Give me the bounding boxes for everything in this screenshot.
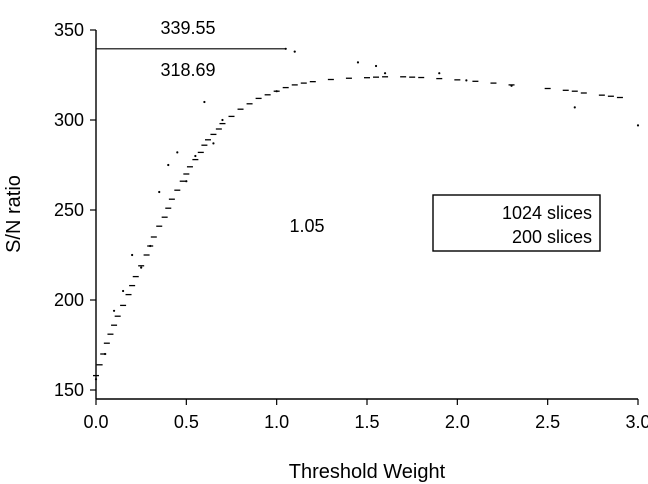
x-tick-label: 2.5 xyxy=(535,412,560,432)
data-point-dot xyxy=(113,310,115,312)
data-point-dot xyxy=(221,119,223,121)
x-axis-label: Threshold Weight xyxy=(289,461,446,483)
y-tick-label: 300 xyxy=(54,110,84,130)
data-point-dot xyxy=(212,142,214,144)
x-tick-label: 0.5 xyxy=(174,412,199,432)
x-tick-label: 1.5 xyxy=(354,412,379,432)
data-point-dot xyxy=(285,48,287,50)
data-point-dot xyxy=(104,353,106,355)
annotation-max-value: 318.69 xyxy=(160,60,215,80)
data-point-dot xyxy=(510,85,512,87)
data-point-dot xyxy=(465,79,467,81)
data-point-dot xyxy=(167,164,169,166)
y-tick-label: 200 xyxy=(54,290,84,310)
data-point-dot xyxy=(375,65,377,67)
y-axis-label: S/N ratio xyxy=(3,175,25,253)
data-point-dot xyxy=(357,61,359,63)
data-point-dot xyxy=(276,90,278,92)
data-point-dot xyxy=(131,254,133,256)
data-point-dot xyxy=(637,124,639,126)
legend: 1024 slices 200 slices xyxy=(433,195,600,251)
legend-label-200-slices: 200 slices xyxy=(512,227,592,247)
data-point-dot xyxy=(140,267,142,269)
data-point-dot xyxy=(158,191,160,193)
legend-label-1024-slices: 1024 slices xyxy=(502,203,592,223)
x-tick-label: 1.0 xyxy=(264,412,289,432)
data-point-dot xyxy=(574,106,576,108)
data-point-dot xyxy=(185,180,187,182)
x-tick-label: 0.0 xyxy=(83,412,108,432)
data-point-dot xyxy=(194,155,196,157)
data-point-dot xyxy=(294,51,296,53)
data-point-dot xyxy=(203,101,205,103)
data-point-dot xyxy=(176,151,178,153)
x-tick-label: 2.0 xyxy=(445,412,470,432)
x-tick-label: 3.0 xyxy=(625,412,648,432)
annotation-peak-value: 339.55 xyxy=(160,18,215,38)
y-tick-label: 150 xyxy=(54,380,84,400)
data-point-dot xyxy=(149,245,151,247)
y-tick-label: 350 xyxy=(54,20,84,40)
data-point-dot xyxy=(122,290,124,292)
data-point-dot xyxy=(384,72,386,74)
y-tick-label: 250 xyxy=(54,200,84,220)
annotation-threshold-value: 1.05 xyxy=(289,216,324,236)
data-point-dot xyxy=(438,72,440,74)
